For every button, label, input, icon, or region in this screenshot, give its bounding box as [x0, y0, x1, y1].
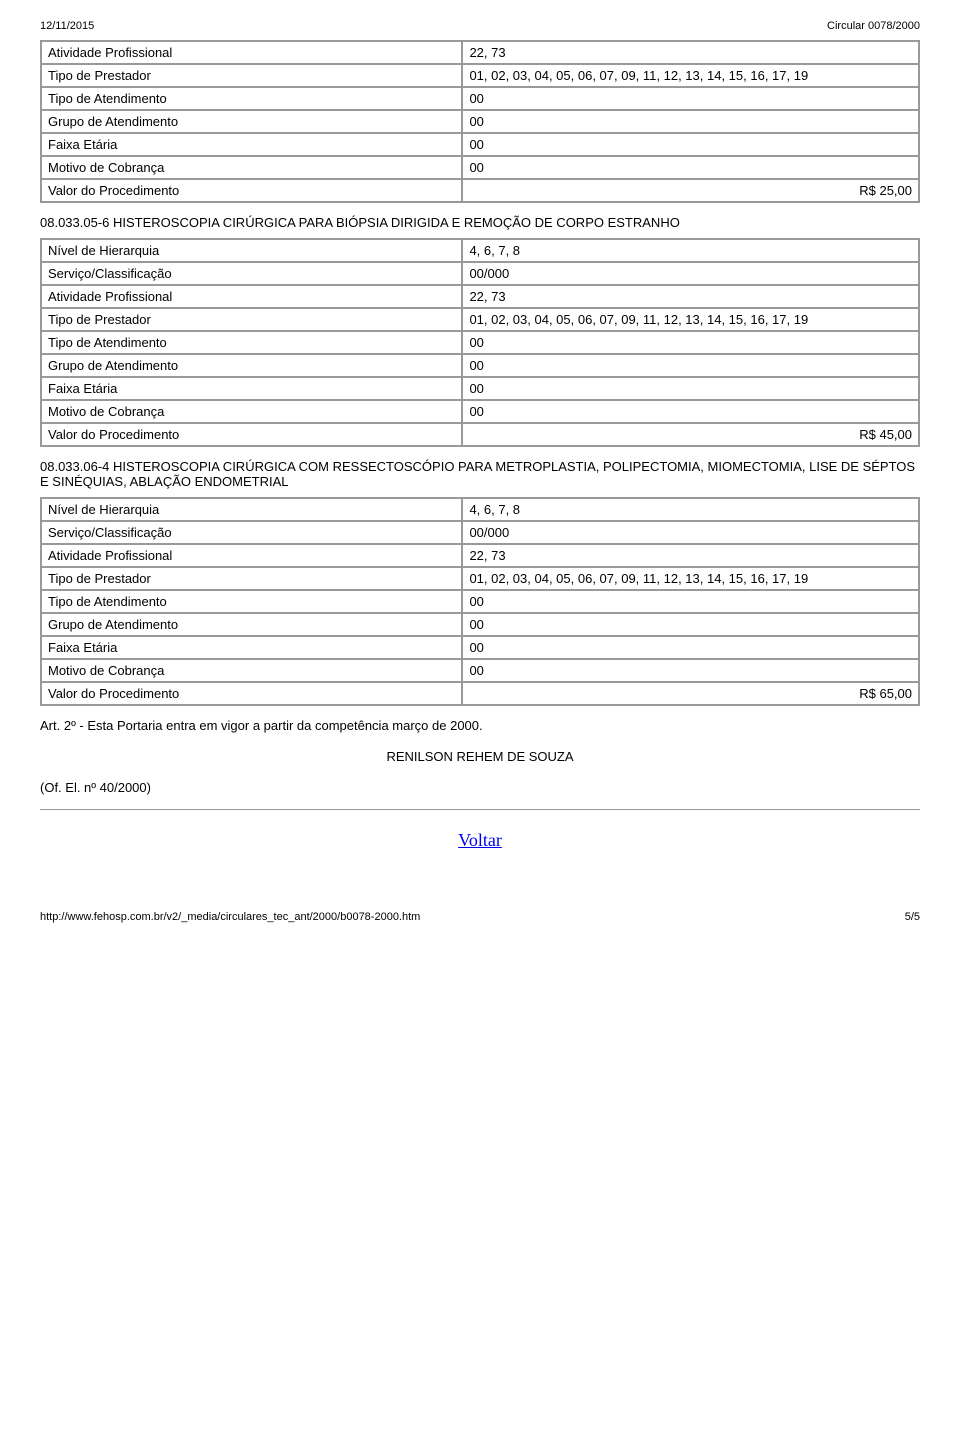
- row-value: 00: [462, 87, 919, 110]
- row-value: 00: [462, 659, 919, 682]
- voltar-link[interactable]: Voltar: [458, 830, 502, 850]
- table-row: Valor do ProcedimentoR$ 65,00: [41, 682, 919, 705]
- row-value: 22, 73: [462, 544, 919, 567]
- table-row: Grupo de Atendimento00: [41, 354, 919, 377]
- row-label: Valor do Procedimento: [41, 682, 462, 705]
- row-label: Motivo de Cobrança: [41, 659, 462, 682]
- header-title: Circular 0078/2000: [827, 20, 920, 32]
- row-value: 00/000: [462, 262, 919, 285]
- row-label: Motivo de Cobrança: [41, 156, 462, 179]
- data-table: Nível de Hierarquia4, 6, 7, 8Serviço/Cla…: [40, 497, 920, 706]
- table-row: Faixa Etária00: [41, 377, 919, 400]
- table-row: Motivo de Cobrança00: [41, 400, 919, 423]
- section-title: 08.033.06-4 HISTEROSCOPIA CIRÚRGICA COM …: [40, 459, 920, 489]
- row-label: Serviço/Classificação: [41, 262, 462, 285]
- row-label: Valor do Procedimento: [41, 179, 462, 202]
- table-row: Motivo de Cobrança00: [41, 659, 919, 682]
- table-row: Atividade Profissional22, 73: [41, 285, 919, 308]
- row-value: 01, 02, 03, 04, 05, 06, 07, 09, 11, 12, …: [462, 308, 919, 331]
- row-label: Faixa Etária: [41, 377, 462, 400]
- table-row: Tipo de Prestador01, 02, 03, 04, 05, 06,…: [41, 64, 919, 87]
- row-value: R$ 65,00: [462, 682, 919, 705]
- row-label: Nível de Hierarquia: [41, 239, 462, 262]
- table-row: Grupo de Atendimento00: [41, 110, 919, 133]
- row-value: 00: [462, 133, 919, 156]
- row-label: Tipo de Atendimento: [41, 87, 462, 110]
- table-row: Valor do ProcedimentoR$ 45,00: [41, 423, 919, 446]
- row-label: Tipo de Atendimento: [41, 331, 462, 354]
- row-label: Tipo de Atendimento: [41, 590, 462, 613]
- row-value: R$ 45,00: [462, 423, 919, 446]
- row-label: Motivo de Cobrança: [41, 400, 462, 423]
- data-table: Nível de Hierarquia4, 6, 7, 8Serviço/Cla…: [40, 238, 920, 447]
- row-value: 00: [462, 613, 919, 636]
- page-header: 12/11/2015 Circular 0078/2000: [40, 20, 920, 32]
- row-value: 00/000: [462, 521, 919, 544]
- row-value: 22, 73: [462, 41, 919, 64]
- section-title: 08.033.05-6 HISTEROSCOPIA CIRÚRGICA PARA…: [40, 215, 920, 230]
- table-row: Nível de Hierarquia4, 6, 7, 8: [41, 239, 919, 262]
- row-label: Faixa Etária: [41, 636, 462, 659]
- tables-container: Atividade Profissional22, 73Tipo de Pres…: [40, 40, 920, 706]
- row-value: 00: [462, 156, 919, 179]
- table-row: Serviço/Classificação00/000: [41, 262, 919, 285]
- footer-url: http://www.fehosp.com.br/v2/_media/circu…: [40, 911, 420, 923]
- row-value: R$ 25,00: [462, 179, 919, 202]
- row-value: 4, 6, 7, 8: [462, 498, 919, 521]
- footer-page: 5/5: [905, 911, 920, 923]
- closing-article: Art. 2º - Esta Portaria entra em vigor a…: [40, 718, 920, 733]
- row-label: Grupo de Atendimento: [41, 354, 462, 377]
- header-date: 12/11/2015: [40, 20, 94, 32]
- signature: RENILSON REHEM DE SOUZA: [40, 749, 920, 764]
- table-row: Tipo de Atendimento00: [41, 87, 919, 110]
- voltar-container: Voltar: [40, 830, 920, 851]
- table-row: Atividade Profissional22, 73: [41, 544, 919, 567]
- row-value: 00: [462, 590, 919, 613]
- row-label: Faixa Etária: [41, 133, 462, 156]
- row-value: 00: [462, 377, 919, 400]
- row-label: Atividade Profissional: [41, 285, 462, 308]
- table-row: Tipo de Atendimento00: [41, 331, 919, 354]
- row-value: 00: [462, 636, 919, 659]
- row-label: Grupo de Atendimento: [41, 613, 462, 636]
- table-row: Tipo de Prestador01, 02, 03, 04, 05, 06,…: [41, 308, 919, 331]
- table-row: Serviço/Classificação00/000: [41, 521, 919, 544]
- table-row: Tipo de Atendimento00: [41, 590, 919, 613]
- row-value: 00: [462, 400, 919, 423]
- row-label: Atividade Profissional: [41, 41, 462, 64]
- of-el: (Of. El. nº 40/2000): [40, 780, 920, 795]
- row-label: Valor do Procedimento: [41, 423, 462, 446]
- divider: [40, 809, 920, 810]
- row-value: 00: [462, 354, 919, 377]
- table-row: Motivo de Cobrança00: [41, 156, 919, 179]
- table-row: Nível de Hierarquia4, 6, 7, 8: [41, 498, 919, 521]
- row-value: 00: [462, 110, 919, 133]
- row-label: Tipo de Prestador: [41, 308, 462, 331]
- table-row: Faixa Etária00: [41, 133, 919, 156]
- row-label: Grupo de Atendimento: [41, 110, 462, 133]
- row-value: 4, 6, 7, 8: [462, 239, 919, 262]
- row-value: 22, 73: [462, 285, 919, 308]
- row-value: 01, 02, 03, 04, 05, 06, 07, 09, 11, 12, …: [462, 64, 919, 87]
- table-row: Grupo de Atendimento00: [41, 613, 919, 636]
- row-label: Tipo de Prestador: [41, 64, 462, 87]
- table-row: Valor do ProcedimentoR$ 25,00: [41, 179, 919, 202]
- table-row: Tipo de Prestador01, 02, 03, 04, 05, 06,…: [41, 567, 919, 590]
- row-value: 01, 02, 03, 04, 05, 06, 07, 09, 11, 12, …: [462, 567, 919, 590]
- table-row: Atividade Profissional22, 73: [41, 41, 919, 64]
- row-label: Tipo de Prestador: [41, 567, 462, 590]
- row-value: 00: [462, 331, 919, 354]
- page-footer: http://www.fehosp.com.br/v2/_media/circu…: [40, 911, 920, 923]
- table-row: Faixa Etária00: [41, 636, 919, 659]
- data-table: Atividade Profissional22, 73Tipo de Pres…: [40, 40, 920, 203]
- row-label: Nível de Hierarquia: [41, 498, 462, 521]
- row-label: Serviço/Classificação: [41, 521, 462, 544]
- row-label: Atividade Profissional: [41, 544, 462, 567]
